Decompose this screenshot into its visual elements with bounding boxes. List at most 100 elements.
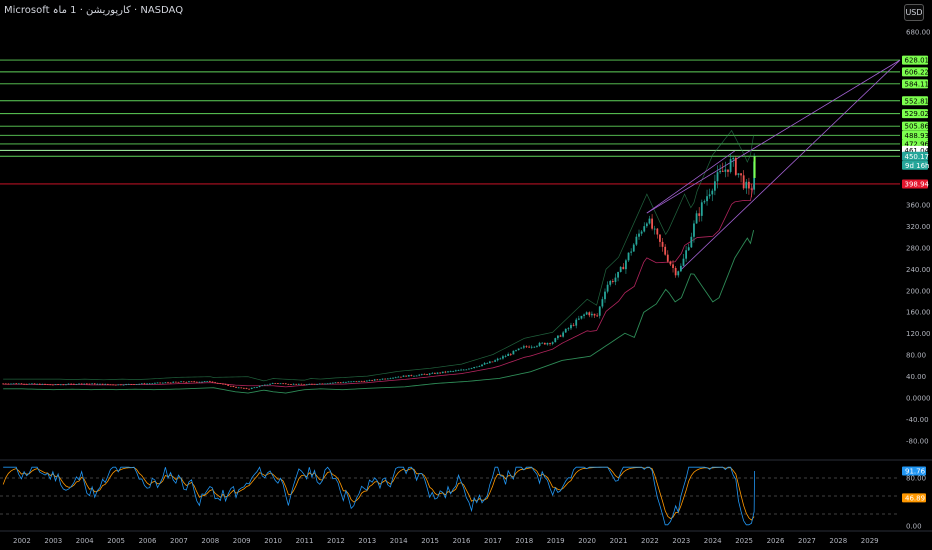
candle-body [31,383,33,385]
price-tick-label: 200.00 [906,287,931,295]
candle-body [444,371,447,373]
candle-body [583,314,585,316]
candle-body [232,385,235,387]
candle-body [28,383,31,385]
candle-body [96,383,99,385]
candle-body [486,363,489,364]
candle-body [512,350,515,355]
candle-body [326,383,329,385]
candle-body [17,383,20,385]
candle-body [331,382,334,384]
price-tick-label: 280.00 [906,244,931,252]
candle-body [716,172,719,182]
candle-body [345,381,347,383]
candle-body [347,381,350,383]
candle-body [690,236,693,248]
candle-body [734,157,737,175]
year-label: 2011 [296,537,314,545]
candle-body [575,319,578,326]
candle-body [12,383,15,385]
candle-body [567,328,570,330]
candle-body [62,384,65,386]
last-candle [753,156,756,178]
countdown-label: 9d 16h [905,162,929,170]
candle-body [499,358,502,360]
candle-body [392,377,394,379]
candle-body [711,190,714,195]
year-label: 2008 [201,537,219,545]
candle-body [211,381,214,383]
price-tag-label: 628.01 [905,57,930,65]
currency-button[interactable]: USD [904,4,924,21]
candle-body [358,381,360,382]
candle-body [465,369,468,371]
candle-body [227,384,230,386]
candle-body [10,383,12,385]
candle-body [146,383,148,385]
candle-body [112,384,114,386]
lower-band-line [3,229,755,394]
candle-body [371,380,374,381]
candle-body [682,258,685,266]
candle-body [677,271,680,276]
candle-body [287,384,290,385]
price-tick-label: -80.00 [906,437,929,445]
candle-body [538,342,541,346]
candle-body [263,384,266,386]
candle-body [556,335,559,339]
candle-body [394,377,397,379]
candle-body [708,194,711,197]
candle-body [253,387,256,389]
candle-body [195,381,198,383]
year-label: 2016 [453,537,471,545]
candle-body [235,386,237,388]
candle-body [4,383,7,385]
candle-body [402,375,405,377]
time-axis[interactable]: 2002 2003 2004 2005 2006 2007 2008 2009 2010 2011… [0,530,932,545]
year-label: 2017 [484,537,502,545]
candle-body [750,188,753,190]
year-label: 2027 [798,537,816,545]
candle-body [627,252,630,261]
candle-body [311,383,313,385]
candle-body [379,379,381,381]
candle-body [38,383,41,385]
candle-body [740,173,742,176]
candle-body [640,231,643,234]
price-tag [902,55,928,65]
candle-body [604,291,606,300]
candle-body [468,368,470,370]
candle-body [269,383,271,385]
candle-body [365,380,368,382]
candle-body [167,382,169,384]
candle-body [525,346,528,348]
year-label: 2005 [107,537,125,545]
candle-body [161,382,164,384]
candle-body [125,384,128,385]
price-tag-label: 398.94 [905,180,930,188]
candle-body [258,385,261,388]
year-label: 2014 [390,537,408,545]
price-tag [902,151,928,161]
candle-body [373,379,376,381]
year-label: 2018 [515,537,533,545]
candle-body [664,246,667,255]
candle-body [609,280,612,285]
indicator-layer [3,59,901,394]
candle-body [431,372,434,374]
price-tag-label: 461.04 [905,147,930,155]
candle-body [687,247,690,251]
candle-body [559,335,562,337]
price-tick-label: 240.00 [906,266,931,274]
candle-body [313,383,316,385]
candle-body [426,374,428,375]
candle-body [449,371,452,372]
candle-body [109,384,112,386]
candle-body [206,381,209,382]
candle-body [300,383,303,385]
candle-body [507,354,510,357]
price-axis[interactable]: -80.00 -40.00 0.0000 40.00 80.00 120.00 160.00… [0,29,932,461]
candle-body [274,383,277,384]
candle-body [434,372,436,374]
